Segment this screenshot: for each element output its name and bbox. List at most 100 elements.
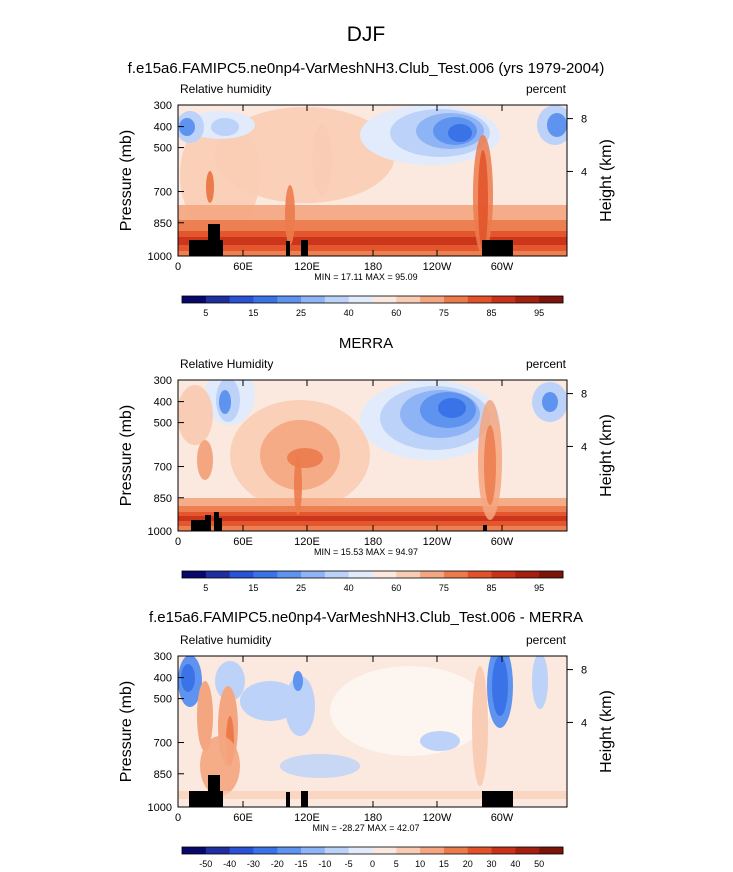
field-band [178,237,567,245]
y-tick-label: 850 [154,493,172,505]
colorbar-label: 85 [487,583,497,593]
x-tick-label: 60W [491,536,514,548]
colorbar-swatch [420,571,445,578]
field-band [214,512,219,531]
y-tick-label: 1000 [148,802,172,814]
colorbar-swatch [396,847,421,854]
field-blob [179,118,195,136]
y-tick-label: 500 [154,418,172,430]
y2-tick-label: 4 [581,166,587,178]
field-blob [197,681,213,751]
field-band [218,518,222,531]
colorbar-swatch [539,296,564,303]
field-band [211,240,223,256]
colorbar-label: 0 [370,859,375,869]
colorbar-label: 75 [439,583,449,593]
heatmap-field [178,656,567,807]
field-blob [280,754,360,778]
field-blob [312,124,332,196]
min-max-stats: MIN = 15.53 MAX = 94.97 [314,547,418,557]
colorbar-label: 85 [487,308,497,318]
y-axis-label: Pressure (mb) [118,405,135,506]
colorbar-swatch [277,296,302,303]
field-blob [293,671,303,691]
colorbar-label: 95 [534,308,544,318]
colorbar-swatch [372,847,397,854]
field-blob [178,385,213,445]
colorbar-swatch [539,847,564,854]
field-band [178,791,567,799]
colorbar-swatch [253,571,278,578]
field-blob [448,124,472,142]
y2-tick-label: 4 [581,441,587,453]
panel-title: f.e15a6.FAMIPC5.ne0np4-VarMeshNH3.Club_T… [149,609,583,626]
y-tick-label: 400 [154,673,172,685]
colorbar-swatch [277,847,302,854]
field-blob [420,731,460,751]
colorbar-swatch [253,296,278,303]
x-tick-label: 120E [294,812,320,824]
field-band [482,791,513,807]
y2-tick-label: 8 [581,114,587,126]
colorbar-swatch [420,296,445,303]
field-blob [294,455,302,515]
field-band [286,792,290,807]
colorbar-label: 15 [439,859,449,869]
colorbar-label: -20 [271,859,284,869]
x-tick-label: 60E [233,536,253,548]
colorbar-label: 40 [344,308,354,318]
y-axis-label: Pressure (mb) [118,681,135,782]
y-tick-label: 850 [154,769,172,781]
colorbar-swatch [182,571,207,578]
y-tick-label: 300 [154,375,172,387]
chart-panel: f.e15a6.FAMIPC5.ne0np4-VarMeshNH3.Club_T… [118,60,615,318]
colorbar-label: 25 [296,583,306,593]
y-tick-label: 300 [154,100,172,112]
colorbar-label: -5 [345,859,353,869]
colorbar-swatch [229,847,254,854]
panel-title: MERRA [339,335,393,352]
field-blob [492,656,508,716]
heatmap-field [178,105,567,256]
colorbar-label: -30 [247,859,260,869]
colorbar-swatch [467,847,492,854]
x-tick-label: 120E [294,536,320,548]
colorbar-swatch [348,296,373,303]
x-tick-label: 0 [175,261,181,273]
field-blob [206,171,214,203]
field-blob [285,185,295,245]
colorbar-frame [181,846,564,855]
colorbar-swatch [539,571,564,578]
colorbar-label: 40 [344,583,354,593]
field-blob [438,398,466,418]
colorbar-swatch [372,571,397,578]
colorbar-swatch [467,296,492,303]
x-tick-label: 60W [491,812,514,824]
y2-tick-label: 4 [581,717,587,729]
colorbar-swatch [491,296,516,303]
colorbar-swatch [396,571,421,578]
y-tick-label: 700 [154,738,172,750]
colorbar-swatch [515,571,540,578]
x-tick-label: 180 [364,812,382,824]
y2-tick-label: 8 [581,389,587,401]
field-band [189,240,211,256]
x-tick-label: 0 [175,812,181,824]
colorbar-swatch [396,296,421,303]
field-band [191,520,211,531]
x-tick-label: 180 [364,261,382,273]
colorbar-label: 40 [510,859,520,869]
field-blob [215,661,245,701]
field-band [189,791,211,807]
colorbar-label: 75 [439,308,449,318]
x-tick-label: 0 [175,536,181,548]
field-blob [285,676,315,736]
x-tick-label: 120W [423,536,452,548]
colorbar-swatch [491,571,516,578]
y-tick-label: 850 [154,218,172,230]
field-band [483,525,487,531]
colorbar-swatch [277,571,302,578]
x-tick-label: 120W [423,261,452,273]
colorbar-swatch [515,847,540,854]
